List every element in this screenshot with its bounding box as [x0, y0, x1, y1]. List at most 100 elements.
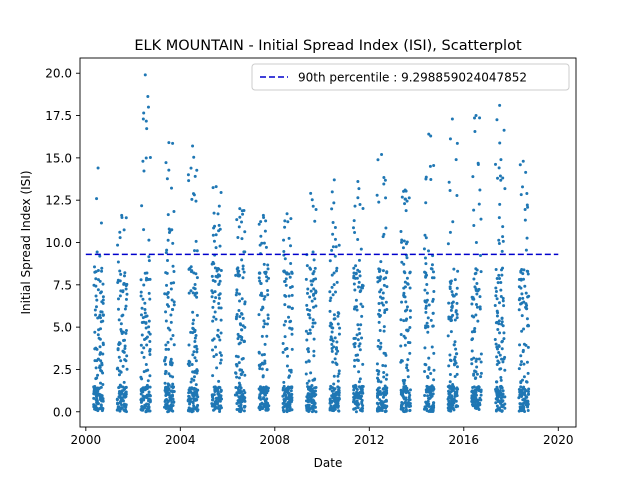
scatter-point [405, 305, 409, 309]
scatter-point [312, 337, 316, 341]
scatter-point [241, 324, 245, 328]
scatter-point [494, 286, 498, 290]
scatter-point [379, 314, 383, 318]
scatter-point [120, 406, 124, 410]
scatter-point [215, 366, 219, 370]
scatter-point [455, 386, 459, 390]
scatter-point [447, 395, 451, 399]
scatter-point [526, 269, 530, 273]
scatter-point [218, 351, 222, 355]
scatter-point [95, 401, 99, 405]
scatter-point [381, 291, 385, 295]
scatter-point [518, 296, 522, 300]
scatter-point [122, 393, 126, 397]
scatter-point [405, 256, 409, 260]
scatter-point [187, 394, 191, 398]
scatter-point [479, 371, 483, 375]
scatter-point [192, 155, 196, 159]
scatter-point [115, 408, 119, 412]
scatter-point [500, 249, 504, 253]
scatter-point [146, 379, 150, 383]
scatter-point [384, 406, 388, 410]
scatter-point [479, 393, 483, 397]
scatter-point [140, 405, 144, 409]
scatter-point [169, 313, 173, 317]
scatter-point [213, 389, 217, 393]
scatter-point [520, 292, 524, 296]
scatter-point [352, 266, 356, 270]
scatter-point [403, 197, 407, 201]
scatter-point [406, 375, 410, 379]
scatter-point [167, 372, 171, 376]
scatter-point [99, 359, 103, 363]
scatter-point [164, 251, 168, 255]
scatter-point [403, 343, 407, 347]
scatter-point [306, 332, 310, 336]
scatter-point [378, 295, 382, 299]
scatter-point [424, 262, 428, 266]
scatter-point [191, 291, 195, 295]
scatter-point [518, 343, 522, 347]
scatter-point [499, 393, 503, 397]
scatter-point [166, 291, 170, 295]
scatter-point [210, 295, 214, 299]
scatter-point [214, 396, 218, 400]
scatter-point [125, 367, 129, 371]
scatter-point [98, 345, 102, 349]
scatter-point [212, 315, 216, 319]
scatter-point [145, 408, 149, 412]
scatter-point [96, 373, 100, 377]
scatter-point [452, 267, 456, 271]
scatter-point [235, 288, 239, 292]
legend-box [251, 63, 570, 91]
scatter-point [214, 345, 218, 349]
scatter-point [432, 351, 436, 355]
scatter-point [500, 273, 504, 277]
scatter-point [456, 269, 460, 273]
scatter-point [311, 318, 315, 322]
scatter-point [192, 393, 196, 397]
scatter-point [357, 385, 361, 389]
scatter-point [499, 391, 503, 395]
scatter-point [219, 358, 223, 362]
scatter-point [448, 353, 452, 357]
scatter-point [376, 369, 380, 373]
scatter-point [331, 245, 335, 249]
scatter-point-season-max [238, 207, 242, 211]
scatter-point [195, 249, 199, 253]
scatter-point [210, 402, 214, 406]
scatter-point [497, 273, 501, 277]
scatter-point [123, 307, 127, 311]
scatter-point [432, 378, 436, 382]
scatter-point [241, 264, 245, 268]
scatter-point [119, 384, 123, 388]
scatter-point [193, 249, 197, 253]
scatter-point [262, 319, 266, 323]
scatter-point [283, 219, 287, 223]
scatter-point [215, 275, 219, 279]
scatter-point [499, 378, 503, 382]
scatter-point [240, 357, 244, 361]
scatter-point [501, 296, 505, 300]
y-tick-label: 17.5 [45, 109, 72, 123]
scatter-point [266, 263, 270, 267]
scatter-point [261, 397, 265, 401]
scatter-point [242, 397, 246, 401]
scatter-point [101, 341, 105, 345]
scatter-point [97, 328, 101, 332]
scatter-point [284, 319, 288, 323]
scatter-point [333, 237, 337, 241]
scatter-point [304, 329, 308, 333]
scatter-point [214, 317, 218, 321]
scatter-point [260, 334, 264, 338]
scatter-point [189, 289, 193, 293]
scatter-point [217, 302, 221, 306]
scatter-point [307, 392, 311, 396]
scatter-point [99, 403, 103, 407]
scatter-point [124, 359, 128, 363]
scatter-point [193, 407, 197, 411]
scatter-point [428, 386, 432, 390]
scatter-point [329, 296, 333, 300]
scatter-point [523, 284, 527, 288]
scatter-point [147, 319, 151, 323]
